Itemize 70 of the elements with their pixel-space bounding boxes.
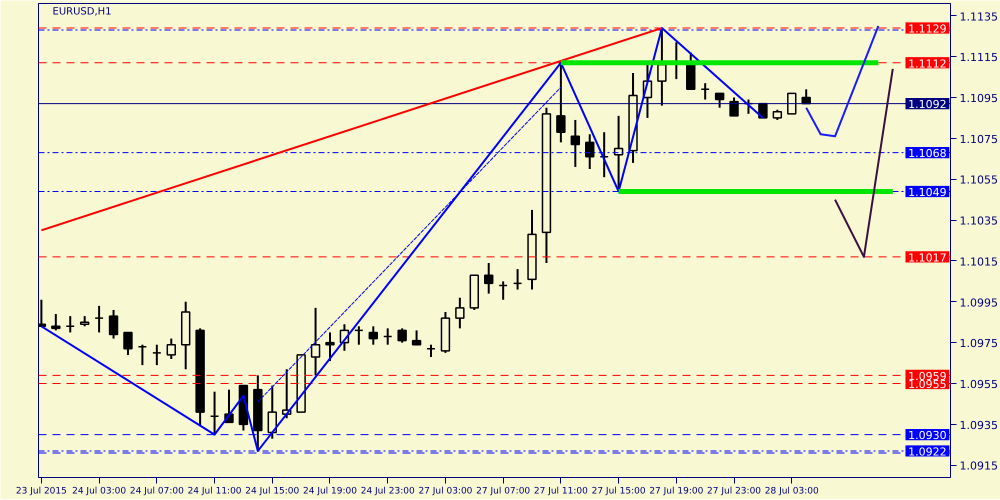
ref-line-label: 1.1017	[908, 251, 947, 264]
candlestick	[570, 118, 580, 168]
candlestick	[512, 268, 522, 291]
x-tick-label: 23 Jul 2015	[16, 486, 67, 496]
y-tick-label: 1.1075	[960, 132, 998, 146]
candlestick	[138, 344, 148, 366]
y-tick-label: 1.1015	[960, 255, 998, 268]
y-tick-label: 1.1095	[960, 92, 998, 105]
ref-line-label: 1.1129	[908, 22, 947, 36]
candlestick	[108, 308, 118, 340]
candlestick	[268, 384, 277, 440]
x-tick-label: 24 Jul 15:00	[245, 486, 300, 496]
candlestick	[599, 131, 609, 178]
candlestick	[166, 338, 176, 360]
y-tick-label: 1.1035	[960, 214, 998, 228]
x-tick-label: 27 Jul 03:00	[418, 486, 473, 496]
candlestick	[700, 82, 710, 101]
candlestick	[729, 96, 739, 117]
candlestick	[498, 280, 508, 301]
candlestick	[51, 313, 61, 332]
x-tick-label: 24 Jul 03:00	[72, 486, 126, 496]
candlestick	[80, 315, 90, 328]
y-tick-label: 1.1115	[960, 51, 998, 64]
candlestick	[123, 331, 133, 356]
ref-line-label: 1.0930	[908, 429, 947, 442]
candlestick	[382, 327, 392, 346]
candlestick	[455, 296, 465, 330]
x-tick-label: 27 Jul 11:00	[534, 486, 588, 496]
candlestick	[801, 88, 811, 105]
candlestick	[152, 344, 162, 366]
ref-line-label: 1.1049	[908, 186, 947, 199]
x-tick-label: 27 Jul 19:00	[649, 486, 704, 496]
ref-line-label: 1.1112	[908, 57, 947, 70]
ref-line-label: 1.1092	[908, 98, 947, 112]
candlestick	[66, 315, 75, 334]
x-tick-label: 24 Jul 23:00	[360, 486, 415, 496]
candlestick	[310, 306, 320, 376]
candlestick	[426, 344, 436, 358]
candlestick	[325, 331, 335, 362]
y-tick-label: 1.1055	[960, 174, 998, 187]
candlestick	[368, 325, 378, 346]
x-tick-label: 24 Jul 07:00	[130, 486, 184, 496]
ref-line-label: 1.1068	[908, 147, 947, 160]
candlestick	[787, 92, 796, 115]
x-tick-label: 28 Jul 03:00	[764, 486, 820, 496]
x-tick-label: 27 Jul 15:00	[592, 486, 646, 496]
candlestick	[94, 304, 104, 334]
candlestick	[210, 390, 220, 436]
x-tick-label: 27 Jul 23:00	[707, 486, 762, 496]
candlestick	[484, 262, 494, 295]
y-tick-label: 1.0915	[960, 460, 998, 473]
line-series	[805, 24, 880, 138]
x-tick-label: 24 Jul 19:00	[303, 486, 358, 496]
candlestick	[412, 329, 422, 346]
x-tick-label: 27 Jul 07:00	[476, 486, 530, 496]
ref-line-label: 1.0922	[908, 445, 947, 458]
x-tick-label: 24 Jul 11:00	[188, 486, 242, 496]
chart-title: EURUSD,H1	[52, 6, 112, 18]
candlestick	[354, 325, 364, 346]
y-tick-label: 1.0955	[960, 378, 998, 392]
candlestick	[585, 133, 594, 170]
candlestick	[714, 92, 724, 109]
y-tick-label: 1.0975	[960, 337, 998, 350]
candlestick	[772, 108, 782, 121]
candlestick	[744, 98, 754, 115]
y-tick-label: 1.1135	[960, 10, 998, 24]
y-tick-label: 1.0935	[960, 418, 998, 432]
y-tick-label: 1.0995	[960, 296, 998, 310]
candlestick	[397, 327, 407, 344]
candlestick	[657, 27, 667, 107]
